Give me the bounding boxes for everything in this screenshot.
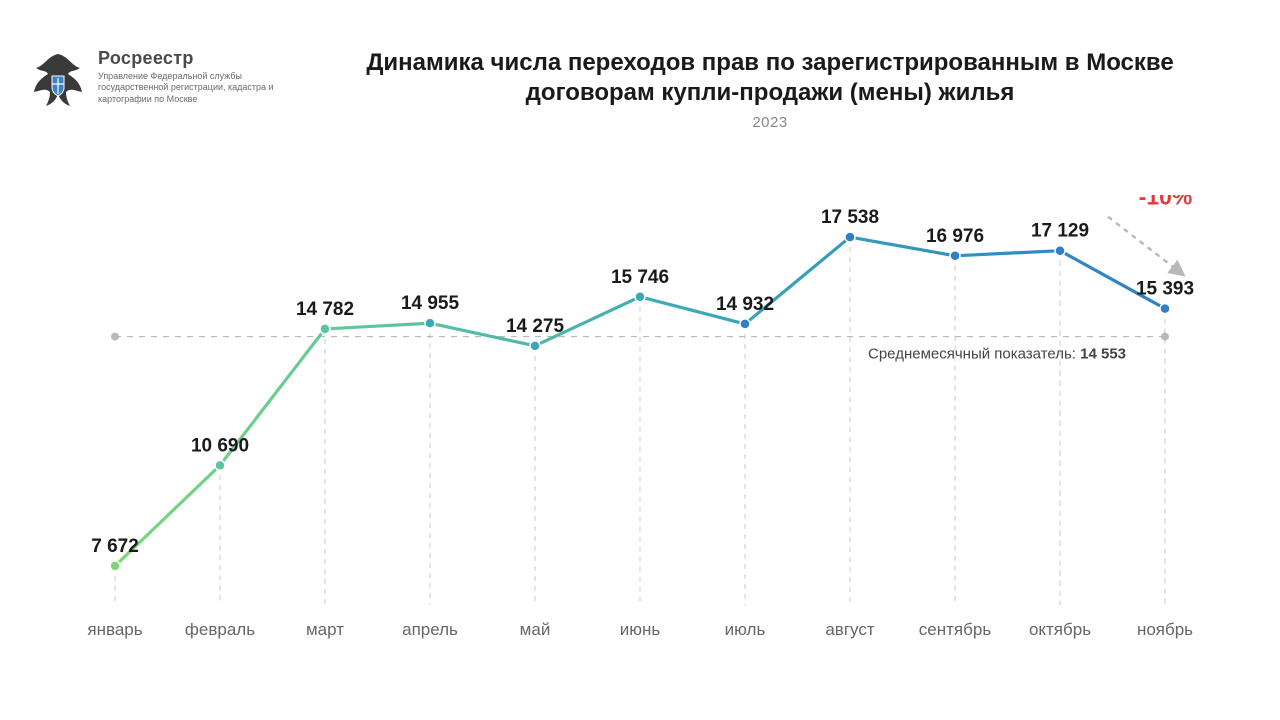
- chart-title-line2: договорам купли-продажи (мены) жилья: [526, 79, 1015, 106]
- chart-data-label: 7 672: [91, 536, 139, 557]
- chart-data-label: 16 976: [926, 226, 984, 247]
- logo-subtitle: Управление Федеральной службы государств…: [98, 71, 276, 105]
- chart-marker: [635, 292, 645, 302]
- chart-x-label: октябрь: [1029, 620, 1091, 639]
- chart-data-label: 14 932: [716, 294, 774, 315]
- chart-data-label: 14 275: [506, 316, 565, 337]
- chart-change-percent: -10%: [1139, 195, 1193, 210]
- chart-data-label: 15 393: [1136, 279, 1194, 300]
- chart-title-line1: Динамика числа переходов прав по зарегис…: [366, 49, 1173, 76]
- chart-title-block: Динамика числа переходов прав по зарегис…: [300, 48, 1240, 131]
- average-label: Среднемесячный показатель: 14 553: [868, 346, 1126, 363]
- chart-x-label: август: [825, 620, 874, 639]
- chart-x-label: март: [306, 620, 344, 639]
- chart-x-label: февраль: [185, 620, 255, 639]
- chart-x-labels: январь февраль март апрель май июнь июль август…: [87, 620, 1193, 639]
- rosreestr-emblem-icon: [26, 48, 90, 112]
- chart-change-annotation: -10%: [1108, 195, 1192, 275]
- logo-text: Росреестр Управление Федеральной службы …: [98, 48, 276, 105]
- chart-marker: [845, 232, 855, 242]
- chart-x-label: июнь: [620, 620, 661, 639]
- chart-data-labels: 7 672 10 690 14 782 14 955 14 275 15 746 14 93…: [91, 207, 1194, 557]
- chart-marker: [530, 341, 540, 351]
- chart-x-label: сентябрь: [919, 620, 992, 639]
- chart-data-label: 10 690: [191, 435, 249, 456]
- chart-year: 2023: [300, 114, 1240, 131]
- chart-title: Динамика числа переходов прав по зарегис…: [300, 48, 1240, 108]
- chart-marker: [1160, 304, 1170, 314]
- chart-marker: [425, 318, 435, 328]
- chart-x-label: июль: [725, 620, 766, 639]
- chart-data-label: 14 782: [296, 299, 354, 320]
- logo-title: Росреестр: [98, 48, 276, 69]
- chart-marker: [740, 319, 750, 329]
- logo-block: Росреестр Управление Федеральной службы …: [26, 48, 276, 112]
- root: Росреестр Управление Федеральной службы …: [0, 0, 1280, 720]
- chart-marker: [1055, 246, 1065, 256]
- line-chart-svg: Среднемесячный показатель: 14 553 7 672 1…: [60, 195, 1220, 665]
- chart-data-label: 14 955: [401, 293, 460, 314]
- chart-data-label: 17 129: [1031, 221, 1089, 242]
- chart-x-label: ноябрь: [1137, 620, 1193, 639]
- chart-x-label: январь: [87, 620, 142, 639]
- line-chart: Среднемесячный показатель: 14 553 7 672 1…: [60, 195, 1220, 665]
- chart-data-label: 15 746: [611, 267, 669, 288]
- chart-marker: [950, 251, 960, 261]
- chart-data-label: 17 538: [821, 207, 879, 228]
- chart-x-label: апрель: [402, 620, 458, 639]
- chart-marker: [110, 561, 120, 571]
- chart-x-label: май: [520, 620, 551, 639]
- chart-marker: [215, 460, 225, 470]
- chart-marker: [320, 324, 330, 334]
